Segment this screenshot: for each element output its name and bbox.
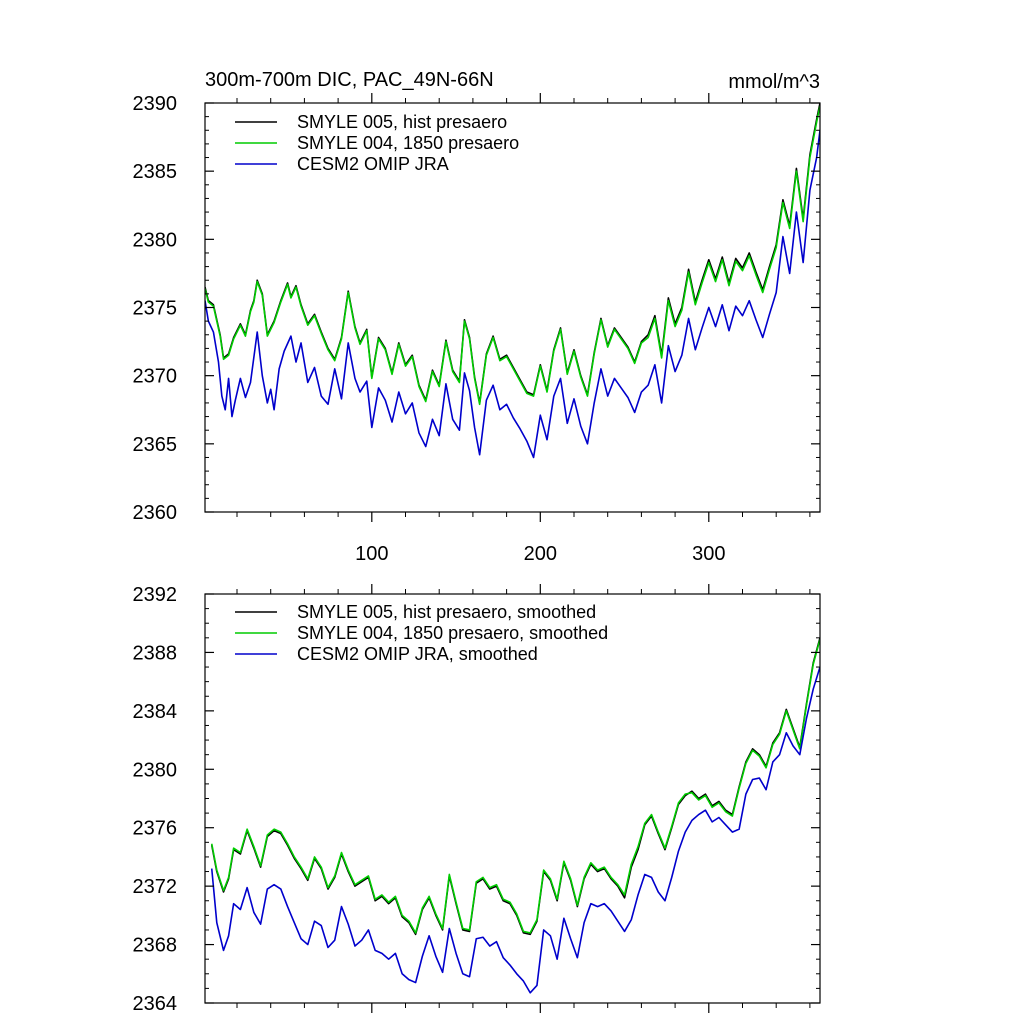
chart-title: 300m-700m DIC, PAC_49N-66N [205, 69, 494, 91]
y-tick-label: 2392 [133, 584, 178, 606]
series-line-2 [210, 639, 820, 934]
bottom-series-layer [210, 637, 820, 994]
y-tick-label: 2376 [133, 818, 178, 840]
x-tick-label: 200 [524, 543, 557, 565]
x-tick-label: 100 [355, 543, 388, 565]
bottom-chart-panel: 2364 2368 2372 2376 2380 2384 2388 2392 SMYLE 0… [133, 584, 821, 1015]
y-tick-label: 2364 [133, 993, 178, 1015]
y-tick-label: 2365 [133, 434, 178, 456]
y-tick-label: 2390 [133, 93, 178, 115]
legend-label: SMYLE 005, hist presaero, smoothed [297, 602, 596, 622]
y-tick-label: 2385 [133, 161, 178, 183]
legend-label: CESM2 OMIP JRA [297, 154, 449, 174]
legend-label: CESM2 OMIP JRA, smoothed [297, 644, 538, 664]
series-line-3 [205, 130, 820, 459]
y-tick-label: 2380 [133, 229, 178, 251]
units-label: mmol/m^3 [728, 71, 820, 93]
y-tick-label: 2368 [133, 935, 178, 957]
legend-label: SMYLE 004, 1850 presaero [297, 133, 519, 153]
y-tick-label: 2380 [133, 759, 178, 781]
y-tick-label: 2388 [133, 642, 178, 664]
y-tick-label: 2360 [133, 502, 178, 524]
series-line-2 [205, 105, 820, 406]
bottom-axis-ticks: 2364 2368 2372 2376 2380 2384 2388 2392 [133, 584, 820, 1015]
legend-label: SMYLE 004, 1850 presaero, smoothed [297, 623, 608, 643]
x-tick-label: 300 [692, 543, 725, 565]
top-chart-panel: 300m-700m DIC, PAC_49N-66N mmol/m^3 2360… [133, 69, 821, 565]
top-axis-ticks: 2360 2365 2370 2375 2380 2385 2390 100 200 300 [133, 93, 820, 565]
legend-label: SMYLE 005, hist presaero [297, 112, 507, 132]
y-tick-label: 2370 [133, 366, 178, 388]
y-tick-label: 2375 [133, 298, 178, 320]
top-series-layer [205, 103, 820, 459]
bottom-legend: SMYLE 005, hist presaero, smoothedSMYLE … [235, 602, 608, 664]
y-tick-label: 2372 [133, 876, 178, 898]
series-line-3 [210, 666, 820, 994]
y-tick-label: 2384 [133, 701, 178, 723]
